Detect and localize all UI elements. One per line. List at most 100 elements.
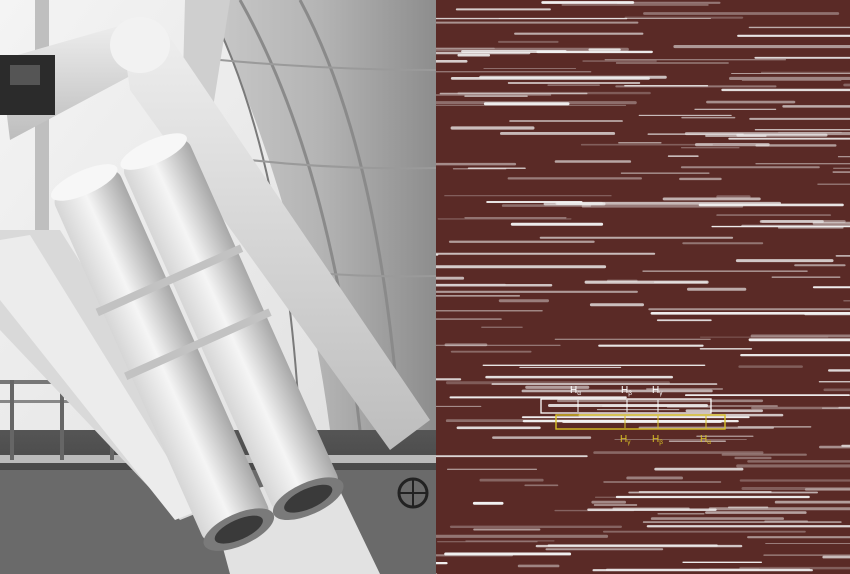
spectrum-streak: [755, 163, 850, 165]
spectrum-streak: [638, 114, 732, 116]
lower-spectrum-box: Hγ Hβ Hα: [555, 414, 726, 446]
spectrum-streak: [620, 172, 710, 174]
spectrum-streak: [436, 162, 517, 166]
spectrum-streak: [681, 116, 736, 119]
spectrum-streak: [444, 195, 612, 197]
spectrum-streak: [668, 440, 726, 442]
spectrum-streak: [444, 343, 488, 347]
spectrum-streak: [472, 501, 504, 505]
spectrum-streak: [598, 344, 704, 347]
spectrum-streak: [654, 467, 744, 471]
spectrum-streak: [592, 569, 813, 572]
upper-label-1: Hα: [570, 385, 581, 397]
spectrum-streak: [436, 47, 495, 50]
spectrum-streak: [437, 541, 538, 543]
spectrum-streak: [616, 1, 721, 4]
spectrum-streak: [524, 484, 559, 487]
spectrum-streak: [699, 348, 753, 350]
spectrum-streak: [580, 143, 713, 146]
spectrum-streak: [450, 350, 532, 353]
spectrum-streak: [436, 104, 627, 106]
spectrum-streak: [557, 399, 764, 403]
spectrum-streak: [456, 426, 541, 430]
spectrum-streak: [436, 290, 638, 293]
spectrum-streak: [615, 62, 729, 64]
spectrum-streak: [525, 385, 590, 389]
spectrum-streak: [539, 236, 734, 239]
upper-label-2: Hβ: [621, 385, 632, 397]
spectrum-streak: [763, 554, 850, 556]
spectrum-streak: [685, 394, 850, 396]
telescope-illustration: [0, 0, 436, 574]
spectrum-streak: [554, 509, 635, 512]
spectrum-streak: [436, 94, 552, 96]
spectrum-streak: [819, 445, 850, 449]
spectrum-streak: [436, 405, 482, 407]
spectrum-streak: [467, 167, 526, 169]
spectrum-streak: [657, 513, 705, 515]
spectrum-streak: [519, 366, 622, 368]
spectrum-streak: [681, 147, 740, 149]
spectrum-streak: [498, 299, 549, 303]
spectrum-streak: [498, 40, 559, 43]
spectrum-streak: [638, 491, 772, 493]
spectrum-streak: [444, 552, 572, 556]
spectrum-streak: [436, 265, 607, 269]
spectral-plate: Hα Hβ Hγ Hγ Hβ Hα: [436, 0, 850, 574]
spectrum-streak: [624, 85, 709, 87]
spectrum-streak: [646, 388, 723, 390]
spectrum-streak: [700, 336, 829, 338]
spectrum-streak: [642, 270, 808, 272]
spectrum-streak: [782, 105, 850, 108]
spectrum-streak: [436, 378, 462, 381]
spectrum-streak: [694, 108, 777, 110]
spectrum-streak: [584, 280, 709, 284]
spectrum-streak: [455, 8, 551, 11]
spectrum-streak: [696, 435, 754, 437]
spectrum-streak: [646, 525, 850, 528]
spectrum-streak: [771, 276, 841, 278]
spectrum-streak: [464, 95, 528, 97]
spectrum-streak: [547, 544, 718, 547]
spectrum-streak: [761, 220, 846, 223]
spectrum-streak: [833, 167, 850, 169]
spectrum-streak: [483, 68, 577, 69]
spectrum-streak: [436, 252, 656, 255]
spectra-field: Hα Hβ Hγ Hγ Hβ Hα: [436, 0, 850, 574]
boxed-spectrum: [562, 420, 722, 423]
spectrum-streak: [436, 284, 553, 287]
spectrum-streak: [822, 555, 850, 559]
spectrum-streak: [614, 439, 747, 440]
spectrum-streak: [491, 383, 718, 385]
spectrum-streak: [765, 543, 850, 544]
spectrum-streak: [448, 240, 595, 243]
spectrum-streak: [759, 220, 824, 223]
spectrum-streak: [536, 50, 653, 54]
spectrum-streak: [582, 60, 657, 62]
spectrum-streak: [492, 436, 592, 439]
spectrum-streak: [740, 354, 850, 357]
spectrum-streak: [581, 204, 744, 208]
spectrum-streak: [682, 242, 764, 245]
spectrum-streak: [705, 511, 807, 514]
spectrum-streak: [507, 177, 642, 180]
spectrum-streak: [648, 308, 850, 311]
spectrum-streak: [593, 504, 638, 506]
spectrum-streak: [507, 82, 641, 84]
spectrum-streak: [521, 389, 713, 393]
spectrum-streak: [737, 426, 812, 428]
upper-spectrum-box: Hα Hβ Hγ: [540, 385, 712, 414]
spectrum-streak: [662, 197, 761, 201]
spectrum-streak: [754, 56, 850, 59]
spectrum-streak: [436, 310, 543, 312]
spectrum-streak: [804, 488, 850, 491]
spectrum-streak: [754, 129, 850, 131]
spectrum-streak: [794, 264, 846, 267]
spectrum-streak: [481, 326, 523, 328]
spectrum-streak: [437, 218, 572, 220]
spectrum-streak: [837, 156, 850, 158]
spectrum-streak: [541, 1, 635, 4]
spectrum-streak: [436, 455, 588, 458]
spectrum-streak: [680, 166, 820, 169]
spectrum-streak: [747, 460, 850, 463]
